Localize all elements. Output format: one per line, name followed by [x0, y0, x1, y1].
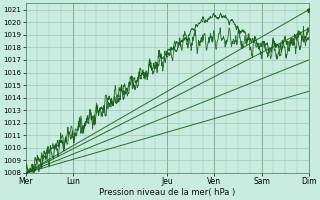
X-axis label: Pression niveau de la mer( hPa ): Pression niveau de la mer( hPa ) [99, 188, 235, 197]
